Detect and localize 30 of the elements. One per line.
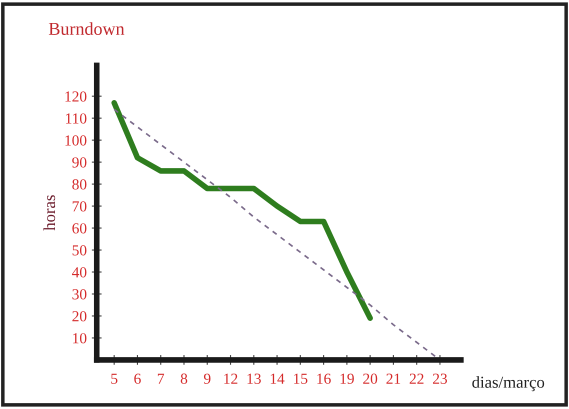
y-tick-label: 90 bbox=[72, 157, 86, 168]
x-tick-label: 20 bbox=[363, 374, 378, 384]
x-tick-label: 22 bbox=[410, 374, 424, 384]
y-tick-label: 80 bbox=[72, 179, 86, 190]
x-axis-title: dias/março bbox=[472, 376, 544, 392]
x-tick-label: 14 bbox=[270, 374, 284, 384]
x-tick-label: 8 bbox=[180, 374, 188, 384]
x-tick-label: 6 bbox=[134, 374, 141, 384]
y-tick-label: 60 bbox=[72, 223, 86, 234]
chart-title: Burndown bbox=[48, 22, 124, 35]
x-tick-label: 7 bbox=[158, 374, 164, 384]
y-tick-label: 20 bbox=[72, 311, 86, 322]
x-tick-label: 9 bbox=[204, 374, 210, 384]
y-tick-label: 10 bbox=[73, 333, 86, 344]
x-tick-label: 5 bbox=[111, 374, 118, 384]
y-tick-label: 50 bbox=[72, 245, 86, 256]
y-axis-title: horas bbox=[43, 195, 56, 231]
y-tick-label: 70 bbox=[72, 201, 86, 212]
y-tick-label: 30 bbox=[72, 289, 86, 300]
y-tick-label: 120 bbox=[65, 91, 86, 102]
y-tick-label: 110 bbox=[66, 113, 86, 124]
x-tick-label: 13 bbox=[248, 374, 261, 384]
y-tick-label: 40 bbox=[72, 267, 86, 278]
x-tick-label: 23 bbox=[432, 374, 447, 384]
x-tick-label: 19 bbox=[340, 374, 354, 384]
x-tick-label: 21 bbox=[386, 374, 400, 384]
x-tick-label: 15 bbox=[294, 374, 308, 384]
x-tick-label: 12 bbox=[224, 374, 238, 384]
x-tick-label: 16 bbox=[317, 374, 331, 384]
y-tick-label: 100 bbox=[65, 135, 86, 146]
